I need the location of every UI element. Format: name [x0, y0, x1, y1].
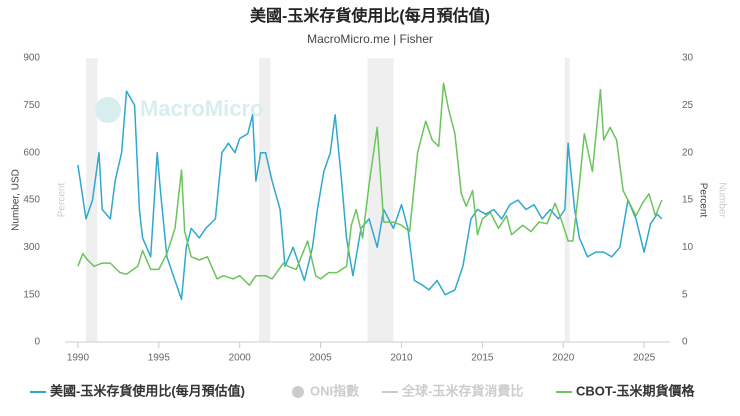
series-line [77, 90, 663, 301]
legend-label: ONI指數 [310, 383, 359, 398]
legend-item: CBOT-玉米期貨價格 [556, 383, 695, 398]
y-tick-label: 750 [23, 100, 40, 111]
x-tick-label: 1990 [67, 353, 90, 364]
legend-item: 美國-玉米存貨使用比(每月預估值) [30, 383, 245, 398]
y2-tick-label: 0 [682, 337, 688, 348]
y-tick-label: 600 [23, 147, 40, 158]
y2-tick-label: 20 [682, 147, 694, 158]
y2-axis-label-inactive: Number [716, 182, 727, 218]
x-tick-label: 2015 [471, 353, 494, 364]
series-line [77, 82, 663, 286]
watermark: MacroMicro [140, 96, 263, 121]
y2-tick-label: 5 [682, 289, 688, 300]
x-tick-label: 2025 [633, 353, 656, 364]
shaded-period [367, 58, 394, 342]
chart-title: 美國-玉米存貨使用比(每月預估值) [250, 6, 490, 25]
y-tick-label: 0 [34, 337, 40, 348]
legend-label: CBOT-玉米期貨價格 [576, 383, 695, 398]
legend-label: 全球-玉米存貨消費比 [401, 383, 523, 398]
legend-item: 全球-玉米存貨消費比 [382, 383, 523, 398]
y2-tick-label: 15 [682, 195, 694, 206]
y2-tick-label: 30 [682, 53, 694, 64]
y-tick-label: 300 [23, 242, 40, 253]
y2-tick-label: 10 [682, 242, 694, 253]
chart-subtitle: MacroMicro.me | Fisher [307, 32, 433, 46]
y2-axis-label: Percent [697, 183, 708, 218]
legend-marker [292, 386, 304, 398]
watermark-logo [95, 97, 121, 123]
shaded-period [564, 58, 570, 342]
x-tick-label: 2000 [229, 353, 252, 364]
y-tick-label: 450 [23, 195, 40, 206]
legend-label: 美國-玉米存貨使用比(每月預估值) [50, 383, 245, 398]
legend-item: ONI指數 [292, 383, 359, 398]
x-tick-label: 2010 [390, 353, 413, 364]
y-tick-label: 900 [23, 53, 40, 64]
y-axis-label: Number, USD [11, 169, 22, 231]
y-tick-label: 150 [23, 289, 40, 300]
shaded-period [86, 58, 98, 342]
y2-tick-label: 25 [682, 100, 694, 111]
shaded-period [259, 58, 271, 342]
x-tick-label: 2020 [552, 353, 575, 364]
y-axis-label-inactive: Percent [57, 183, 68, 218]
x-tick-label: 1995 [148, 353, 171, 364]
x-tick-label: 2005 [309, 353, 332, 364]
